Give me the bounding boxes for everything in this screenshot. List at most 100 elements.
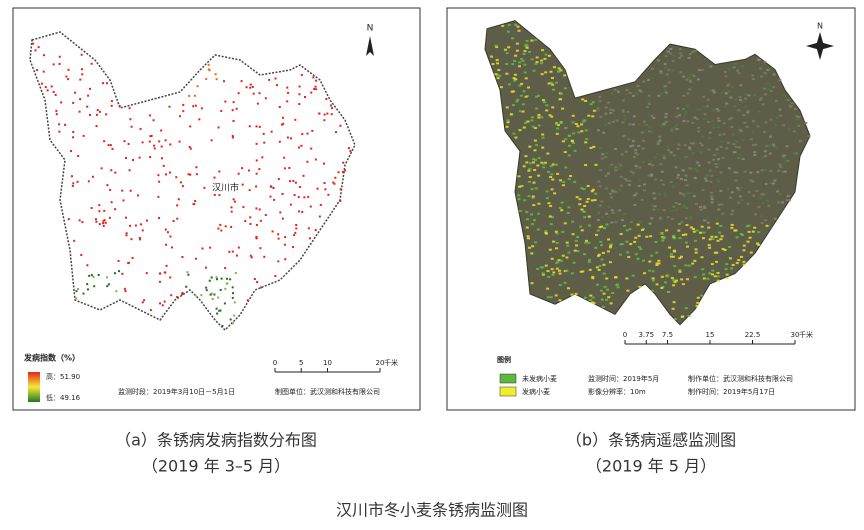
pixel	[743, 105, 747, 108]
pixel	[736, 186, 740, 189]
pixel	[539, 266, 543, 269]
dot	[326, 112, 329, 115]
dot	[95, 220, 98, 223]
pixel	[638, 166, 642, 169]
pixel	[772, 86, 776, 89]
pixel	[527, 237, 531, 240]
pixel	[569, 174, 573, 177]
pixel	[532, 69, 536, 72]
info-maker: 制作单位：武汉测和科技有限公司	[688, 374, 793, 383]
dot	[81, 221, 84, 224]
dot	[164, 228, 167, 231]
pixel	[764, 182, 768, 185]
dot	[283, 167, 286, 170]
dot	[244, 220, 247, 223]
pixel	[716, 126, 720, 129]
pixel	[680, 255, 684, 258]
pixel	[581, 270, 585, 273]
pixel	[688, 52, 692, 55]
pixel	[567, 206, 571, 209]
dot	[145, 272, 148, 275]
pixel	[772, 73, 776, 76]
pixel	[761, 103, 765, 106]
pixel	[525, 210, 529, 213]
dot	[106, 184, 109, 187]
pixel	[523, 63, 527, 66]
dot	[237, 246, 240, 249]
pixel	[525, 39, 529, 42]
pixel	[769, 89, 773, 92]
dot	[179, 181, 182, 184]
pixel	[546, 296, 550, 299]
pixel	[734, 145, 738, 148]
dot	[258, 92, 261, 95]
pixel	[728, 118, 732, 121]
pixel	[762, 193, 766, 196]
pixel	[762, 156, 766, 159]
dot	[195, 173, 198, 176]
dot	[324, 188, 327, 191]
pixel	[708, 246, 712, 249]
pixel	[559, 121, 563, 124]
pixel	[576, 236, 580, 239]
pixel	[733, 62, 737, 65]
pixel	[609, 111, 613, 114]
pixel	[684, 110, 688, 113]
pixel	[652, 208, 656, 211]
dot	[141, 141, 144, 144]
pixel	[766, 68, 770, 71]
pixel	[613, 211, 617, 214]
dot	[139, 238, 142, 241]
dot	[172, 219, 175, 222]
pixel	[709, 65, 713, 68]
pixel	[652, 117, 656, 120]
pixel	[688, 218, 692, 221]
pixel	[676, 174, 680, 177]
pixel	[514, 78, 518, 81]
pixel	[631, 274, 635, 277]
pixel	[705, 105, 709, 108]
pixel	[584, 129, 588, 132]
pixel	[730, 191, 734, 194]
left-map	[29, 31, 356, 331]
pixel	[669, 181, 673, 184]
dot	[221, 325, 224, 328]
pixel	[545, 197, 549, 200]
pixel	[662, 124, 666, 127]
pixel	[722, 122, 726, 125]
dot	[222, 80, 225, 83]
pixel	[642, 259, 646, 262]
dot	[260, 286, 263, 289]
pixel	[654, 178, 658, 181]
pixel	[676, 148, 680, 151]
dot	[298, 85, 301, 88]
pixel	[580, 208, 584, 211]
pixel	[659, 134, 663, 137]
pixel	[667, 81, 671, 84]
pixel	[588, 299, 592, 302]
dot	[288, 166, 291, 169]
pixel	[621, 121, 625, 124]
dot	[339, 124, 342, 127]
pixel	[663, 194, 667, 197]
pixel	[550, 268, 554, 271]
dot	[80, 254, 83, 257]
dot	[149, 114, 152, 117]
dot	[286, 100, 289, 103]
pixel	[702, 273, 706, 276]
pixel	[664, 112, 668, 115]
pixel	[742, 244, 746, 247]
pixel	[628, 179, 632, 182]
pixel	[693, 167, 697, 170]
pixel	[659, 70, 663, 73]
dot	[128, 107, 131, 110]
pixel	[715, 108, 719, 111]
pixel	[725, 102, 729, 105]
dot	[127, 262, 130, 265]
dot	[160, 129, 163, 132]
pixel	[712, 154, 716, 157]
dot	[334, 176, 337, 179]
dot	[177, 198, 180, 201]
dot	[98, 210, 101, 213]
dot	[78, 219, 81, 222]
